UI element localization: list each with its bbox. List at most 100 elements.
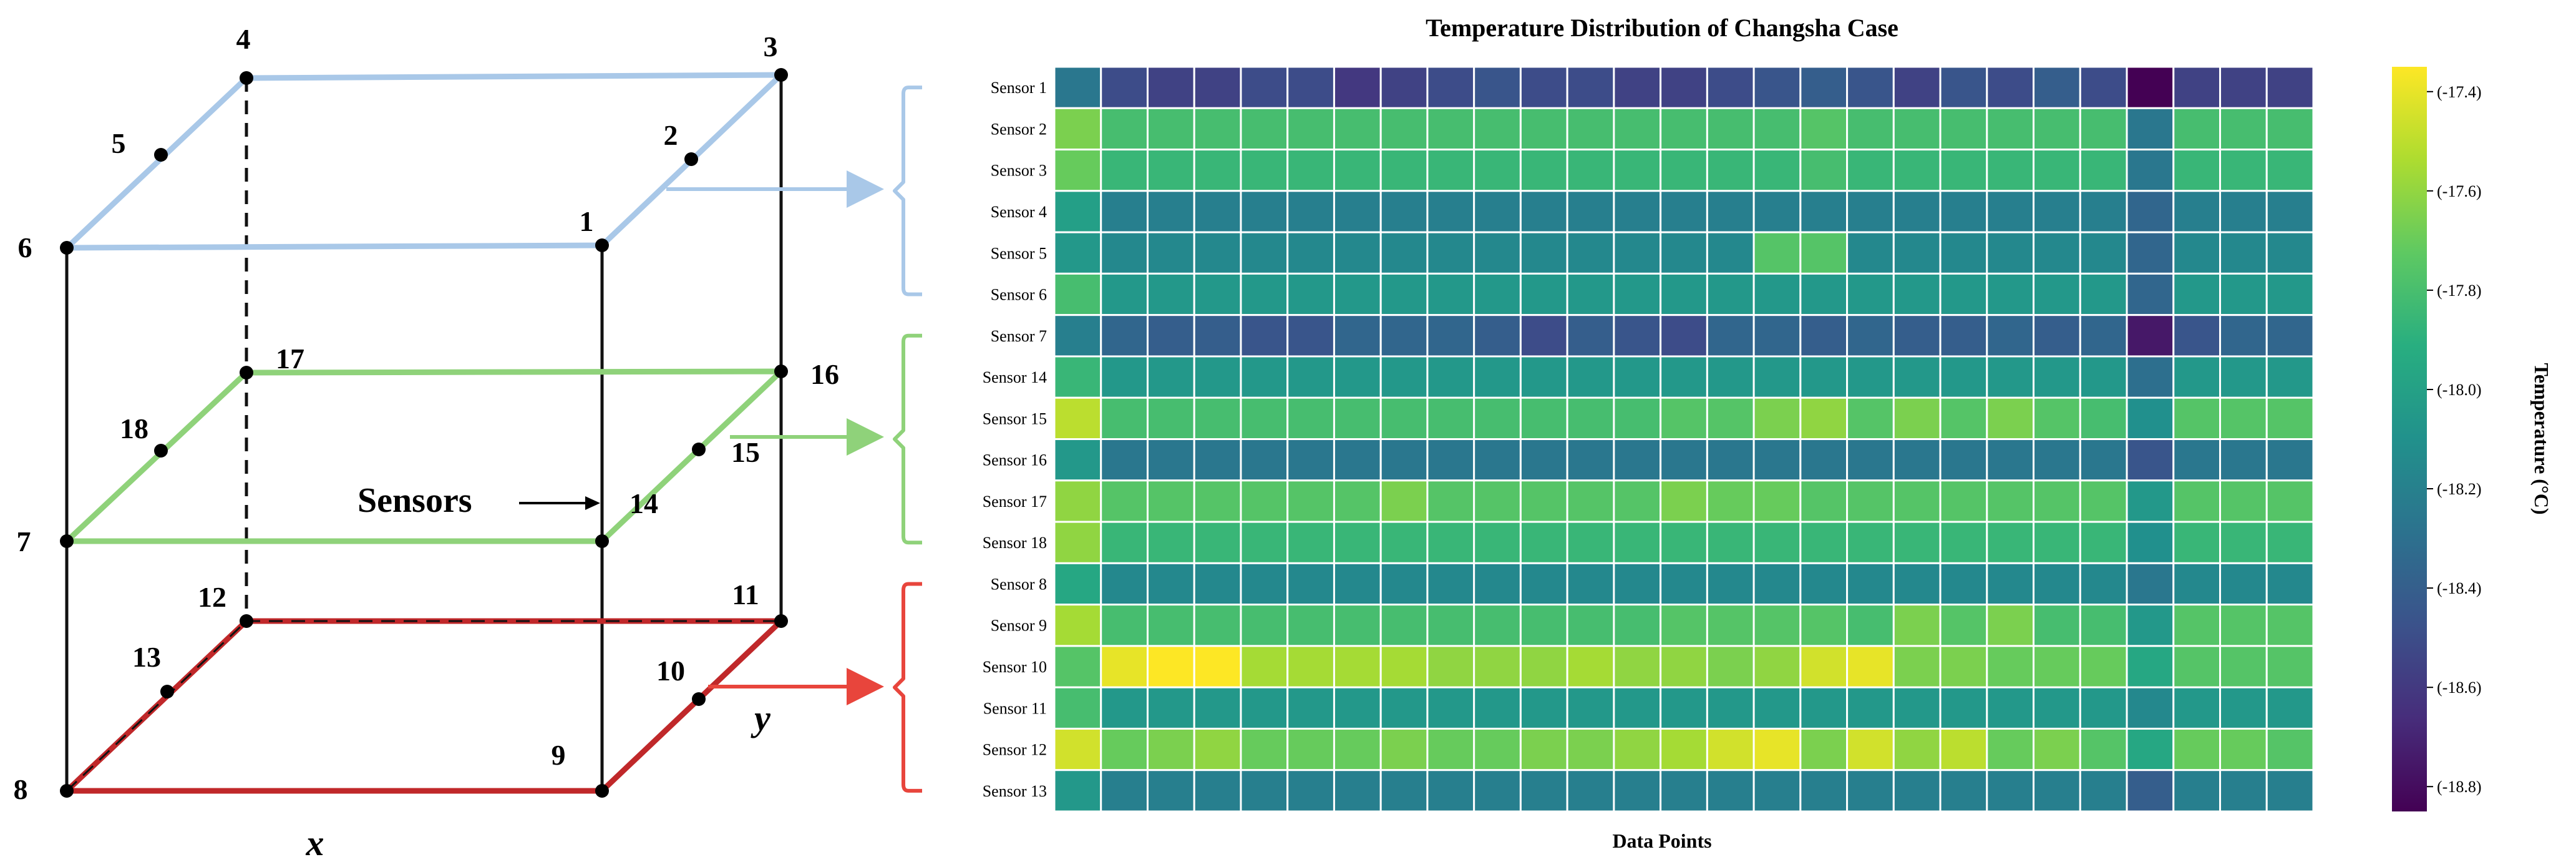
heatmap-cell [2126, 562, 2175, 606]
heatmap-cell [1566, 769, 1615, 813]
heatmap-cell [1613, 149, 1662, 192]
heatmap-cell [1706, 769, 1755, 813]
node-label-9: 9 [552, 739, 566, 771]
heatmap-cell [1053, 149, 1102, 192]
heatmap-cell [1799, 190, 1849, 233]
heatmap-cell [1146, 604, 1195, 647]
heatmap-cell [1286, 769, 1335, 813]
heatmap-cell [1939, 355, 1988, 399]
heatmap-cell [1846, 355, 1895, 399]
heatmap-cell [1100, 521, 1149, 564]
heatmap-cell [1100, 686, 1149, 730]
heatmap-cell [1660, 396, 1708, 440]
heatmap-cell [2033, 314, 2081, 358]
heatmap-cell [1892, 66, 1942, 109]
heatmap-cell [1473, 604, 1522, 647]
heatmap-cell [1053, 66, 1102, 109]
heatmap-cell [2219, 355, 2268, 399]
heatmap-cell [1053, 396, 1102, 440]
heatmap-cell [1379, 314, 1429, 358]
heatmap-cell [1379, 231, 1429, 275]
heatmap-cell [1286, 562, 1335, 606]
heatmap-cell [1892, 521, 1942, 564]
heatmap-cell [1660, 645, 1708, 688]
heatmap-cell [1473, 107, 1522, 151]
heatmap-cell [1473, 66, 1522, 109]
heatmap-cell [1706, 231, 1755, 275]
heatmap-cell [1660, 355, 1708, 399]
heatmap-cell [1333, 645, 1382, 688]
heatmap-cell [2079, 107, 2128, 151]
heatmap-cell [1892, 272, 1942, 316]
heatmap-cell [2219, 314, 2268, 358]
heatmap-cell [1799, 479, 1849, 523]
heatmap-cell [1660, 521, 1708, 564]
heatmap-cell [1892, 149, 1942, 192]
heatmap-cell [2126, 66, 2175, 109]
row-label: Sensor 11 [983, 699, 1047, 717]
heatmap-cell [1473, 231, 1522, 275]
heatmap-cell [1566, 727, 1615, 771]
heatmap-cell [2079, 231, 2128, 275]
heatmap-cell [1333, 769, 1382, 813]
heatmap-cell [2033, 190, 2081, 233]
heatmap-cell [1752, 314, 1802, 358]
heatmap-cell [2172, 727, 2222, 771]
heatmap-cell [1379, 604, 1429, 647]
heatmap-cell [2219, 562, 2268, 606]
heatmap-cell [1706, 66, 1755, 109]
heatmap-cell [1846, 438, 1895, 482]
heatmap-cell [1846, 66, 1895, 109]
heatmap-cell [2172, 396, 2222, 440]
heatmap-cell [2033, 479, 2081, 523]
heatmap-cell [1939, 521, 1988, 564]
heatmap-cell [2033, 645, 2081, 688]
heatmap-cell [1846, 396, 1895, 440]
heatmap-cell [2219, 727, 2268, 771]
heatmap-cell [1146, 686, 1195, 730]
node-label-2: 2 [664, 119, 678, 151]
row-labels: Sensor 1 Sensor 2 Sensor 3 Sensor 4 Sensor 5… [983, 79, 1047, 800]
heatmap-cell [1660, 479, 1708, 523]
heatmap-cell [1986, 604, 2035, 647]
heatmap-cell [1100, 769, 1149, 813]
colorbar-tick-label: (-17.4) [2437, 83, 2481, 101]
group-bracket-middle [893, 333, 922, 545]
heatmap-cell [2079, 149, 2128, 192]
heatmap-cell [1660, 272, 1708, 316]
heatmap-cell [1193, 521, 1242, 564]
heatmap-cell [1333, 727, 1382, 771]
heatmap-cell [1146, 149, 1195, 192]
row-label: Sensor 17 [983, 492, 1047, 511]
heatmap-cell [1426, 396, 1475, 440]
heatmap-cell [2172, 562, 2222, 606]
heatmap-cell [1846, 314, 1895, 358]
heatmap-cell [2033, 396, 2081, 440]
heatmap-cell [1566, 645, 1615, 688]
heatmap-cell [1706, 355, 1755, 399]
heatmap-cell [1146, 769, 1195, 813]
heatmap-cell [2126, 604, 2175, 647]
heatmap-cell [1193, 769, 1242, 813]
heatmap-cell [2126, 769, 2175, 813]
heatmap-cell [1193, 686, 1242, 730]
heatmap-cell [2126, 521, 2175, 564]
node-label-1: 1 [580, 205, 594, 237]
heatmap-cell [1053, 521, 1102, 564]
heatmap-cell [1846, 231, 1895, 275]
heatmap-cell [1613, 438, 1662, 482]
heatmap-cell [1566, 438, 1615, 482]
heatmap-cell [1519, 272, 1568, 316]
group-bracket-bottom [893, 582, 922, 793]
node-dot-8 [60, 784, 74, 798]
heatmap-cell [1379, 562, 1429, 606]
heatmap-cell [1519, 727, 1568, 771]
heatmap-cell [2079, 645, 2128, 688]
node-dot-14 [595, 534, 609, 548]
chart-title: Temperature Distribution of Changsha Cas… [1426, 14, 1898, 42]
heatmap-cell [1660, 314, 1708, 358]
heatmap-cell [1426, 66, 1475, 109]
heatmap-cell [1706, 479, 1755, 523]
heatmap-cell [2265, 645, 2315, 688]
heatmap-cell [2219, 66, 2268, 109]
